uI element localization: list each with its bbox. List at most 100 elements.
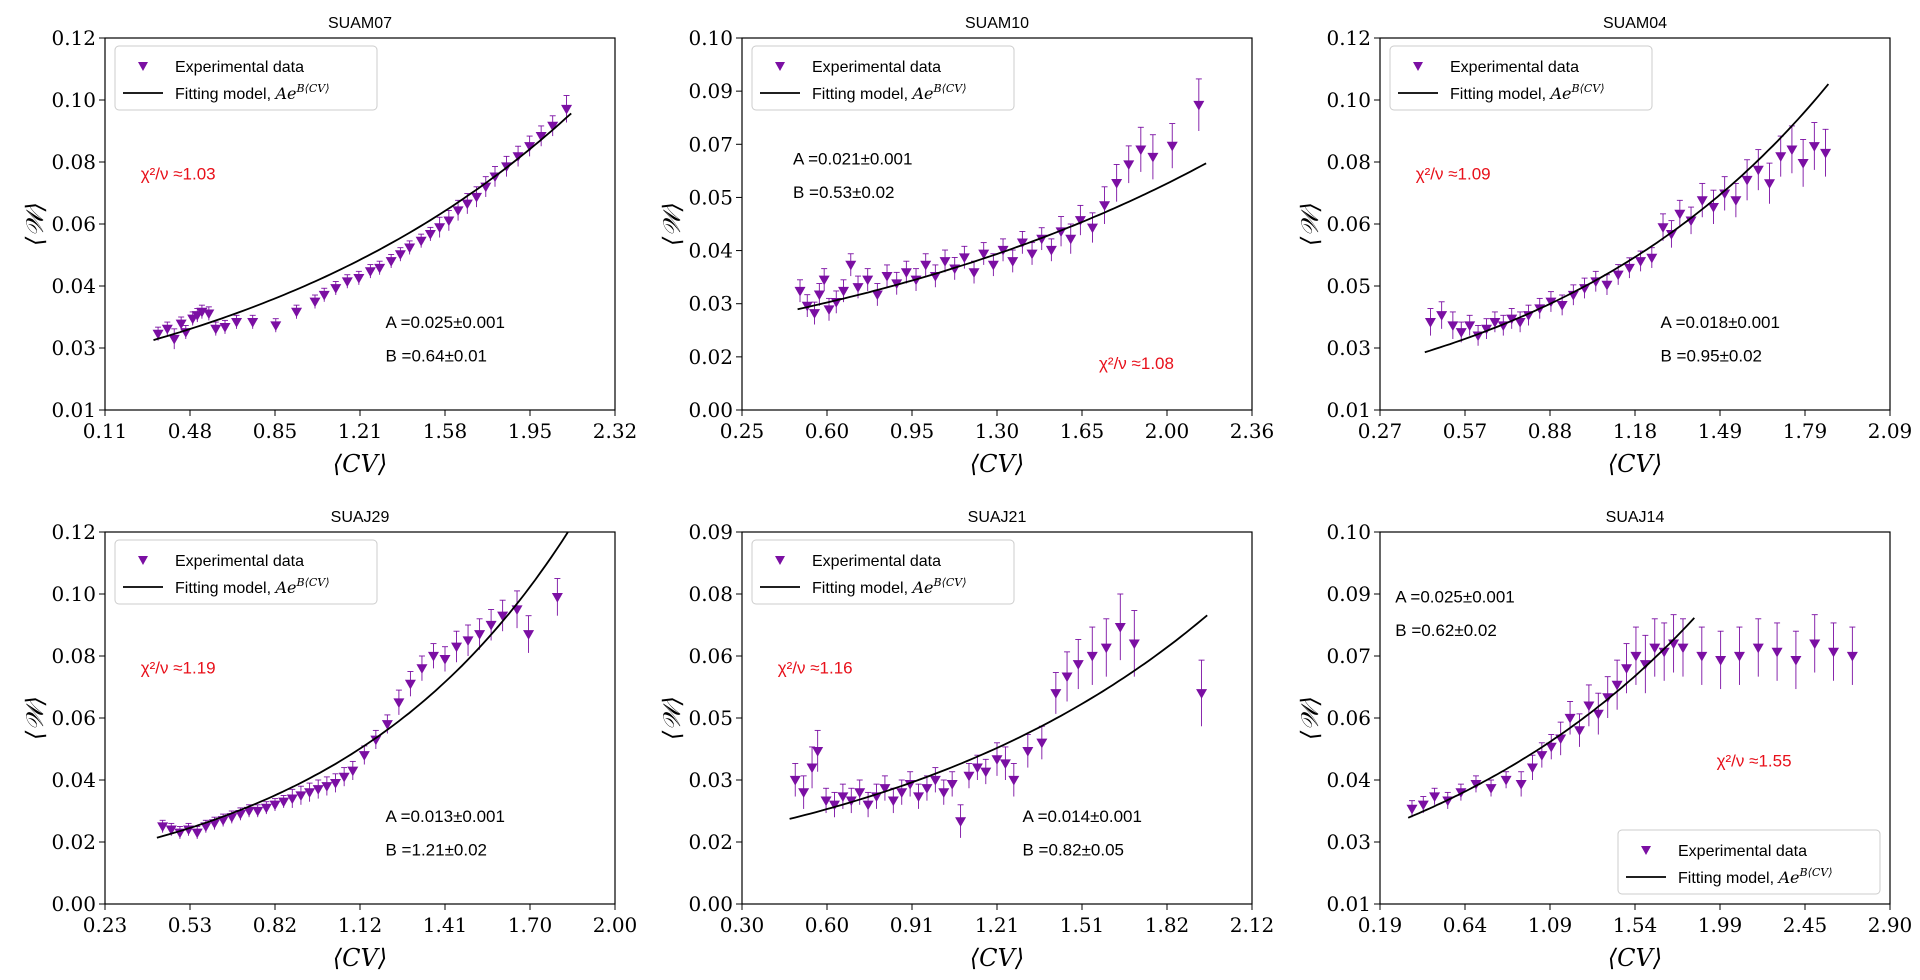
x-tick-label: 1.51 <box>1060 913 1105 937</box>
y-tick-label: 0.06 <box>688 644 733 668</box>
x-tick-label: 1.21 <box>338 419 383 443</box>
data-point <box>1545 742 1557 753</box>
chi-annotation: χ²/ν ≈1.09 <box>1416 164 1491 183</box>
x-tick-label: 2.12 <box>1230 913 1275 937</box>
legend-fit-label: Fitting model, AeB⟨CV⟩ <box>812 82 967 103</box>
data-point <box>798 788 810 798</box>
data-point <box>161 324 173 335</box>
data-point <box>1061 672 1073 683</box>
data-point <box>1072 660 1084 670</box>
data-point <box>920 260 932 271</box>
data-point <box>1764 179 1776 189</box>
data-point <box>1135 145 1147 156</box>
data-point <box>1623 263 1635 274</box>
data-point <box>309 297 321 308</box>
data-point <box>338 772 350 783</box>
data-point <box>231 317 243 328</box>
plot-content <box>156 532 570 839</box>
data-point <box>226 813 238 823</box>
param-a-annotation: A =0.021±0.001 <box>793 149 912 168</box>
fit-curve <box>153 112 572 341</box>
y-tick-label: 0.00 <box>688 398 733 422</box>
data-point <box>1526 763 1538 774</box>
y-tick-label: 0.05 <box>688 706 733 730</box>
data-point <box>1523 311 1535 321</box>
data-point <box>809 309 821 319</box>
data-point <box>881 271 893 282</box>
param-b-annotation: B =0.64±0.01 <box>386 347 488 366</box>
legend-box <box>751 45 1015 111</box>
data-point <box>523 630 535 640</box>
param-a-annotation: A =0.018±0.001 <box>1661 313 1780 332</box>
param-a-annotation: A =0.025±0.001 <box>1395 588 1514 607</box>
data-point <box>852 283 864 293</box>
legend-fit-label: Fitting model, AeB⟨CV⟩ <box>175 82 330 103</box>
data-point <box>1166 141 1178 152</box>
y-tick-label: 0.08 <box>1326 150 1371 174</box>
data-point <box>1649 643 1661 654</box>
chart-title: SUAJ29 <box>331 509 390 526</box>
x-tick-label: 0.88 <box>1528 419 1573 443</box>
data-point <box>358 751 370 761</box>
data-point <box>385 257 397 267</box>
data-point <box>330 778 342 789</box>
x-tick-label: 1.82 <box>1145 913 1190 937</box>
data-point <box>210 324 222 335</box>
data-point <box>321 782 333 792</box>
x-tick-label: 0.11 <box>83 419 128 443</box>
fit-curve <box>797 162 1207 311</box>
data-point <box>871 290 883 301</box>
data-point <box>896 788 908 798</box>
chart-title: SUAM04 <box>1603 15 1667 32</box>
chi-annotation: χ²/ν ≈1.16 <box>778 658 853 677</box>
data-point <box>243 806 255 817</box>
data-point <box>341 277 353 287</box>
plot-content <box>1406 614 1858 819</box>
data-point <box>524 142 536 152</box>
y-tick-label: 0.12 <box>51 520 96 544</box>
fit-curve <box>156 532 570 839</box>
data-point <box>404 679 416 690</box>
data-point <box>794 286 806 297</box>
data-point <box>929 775 941 786</box>
data-point <box>353 273 365 284</box>
y-tick-label: 0.07 <box>688 132 733 156</box>
data-point <box>561 104 573 115</box>
legend-box <box>751 539 1015 605</box>
x-tick-label: 0.25 <box>720 419 765 443</box>
data-point <box>997 245 1009 256</box>
data-point <box>471 192 483 203</box>
legend-fit-label: Fitting model, AeB⟨CV⟩ <box>1450 82 1605 103</box>
plot-content <box>794 78 1207 325</box>
data-point <box>461 199 473 210</box>
data-point <box>1820 148 1832 159</box>
x-tick-label: 1.30 <box>975 419 1020 443</box>
data-point <box>987 260 999 271</box>
x-tick-label: 1.41 <box>423 913 468 937</box>
chi-annotation: χ²/ν ≈1.55 <box>1717 751 1792 770</box>
y-tick-label: 0.02 <box>51 830 96 854</box>
data-point <box>393 698 405 708</box>
legend-experimental-label: Experimental data <box>812 59 941 76</box>
data-point <box>443 216 455 227</box>
plot-content <box>152 95 573 350</box>
data-point <box>1074 216 1086 226</box>
x-tick-label: 0.60 <box>805 913 850 937</box>
data-point <box>1707 202 1719 213</box>
data-point <box>312 785 324 795</box>
data-point <box>157 822 169 832</box>
x-axis-label: ⟨CV⟩ <box>970 944 1024 972</box>
y-tick-label: 0.05 <box>1326 274 1371 298</box>
data-point <box>823 305 835 316</box>
data-point <box>370 735 382 746</box>
data-point <box>1677 643 1689 654</box>
data-point <box>1114 622 1126 633</box>
data-point <box>415 236 427 247</box>
data-point <box>900 268 912 278</box>
legend-fit-label: Fitting model, AeB⟨CV⟩ <box>812 576 967 597</box>
data-point <box>1790 656 1802 666</box>
chart-panel-suam10: SUAM10 0.25 0.60 0.95 1.30 1.65 2.00 2.36 0.00 0.… <box>658 15 1274 478</box>
y-tick-label: 0.01 <box>51 398 96 422</box>
data-point <box>939 257 951 267</box>
